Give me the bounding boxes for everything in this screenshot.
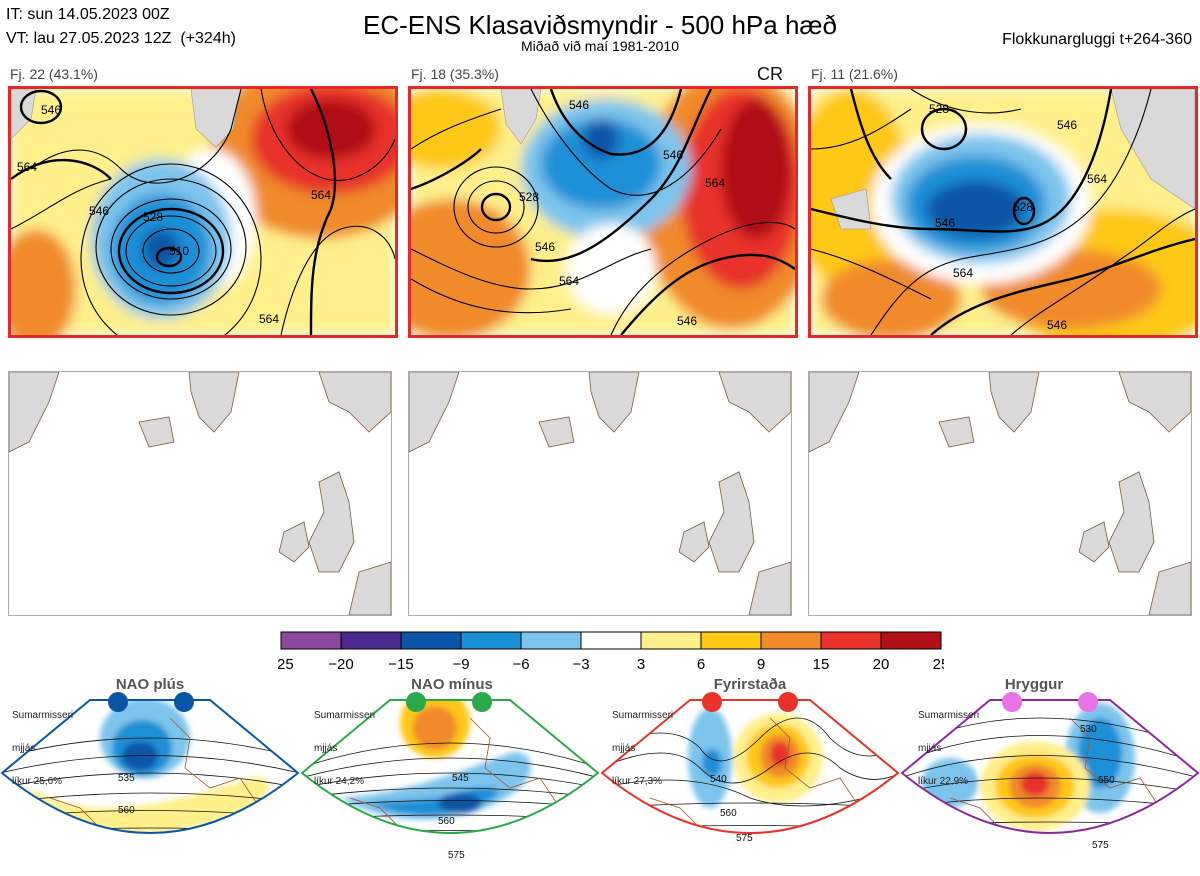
colorbar-segment [340, 631, 402, 650]
regime-contour-label: 560 [720, 808, 737, 819]
cluster-3-contour-label: 564 [953, 266, 973, 280]
cluster-2-label: Fj. 18 (35.3%) [411, 66, 499, 82]
regime-dot [108, 692, 128, 712]
colorbar-segment [820, 631, 882, 650]
cluster-2-contour-label: 546 [535, 240, 555, 254]
colorbar-segment [280, 631, 342, 650]
regime-info-nao-plus: Sumarmisseri mjjás líkur 25,6% [12, 710, 74, 787]
regime-name-nao-minus: NAO mínus [411, 676, 493, 693]
cluster-1-map: 546 564 528 510 546 564 564 [8, 86, 398, 338]
regime-contour-label: 560 [118, 805, 135, 816]
regime-contour-label: 535 [118, 773, 135, 784]
empty-map-2 [408, 371, 792, 616]
regime-dot [702, 692, 722, 712]
cluster-2-contour-label: 546 [569, 98, 589, 112]
regime-contour-label: 530 [1080, 724, 1097, 735]
colorbar-segment [580, 631, 642, 650]
colorbar-tick-label: 9 [757, 656, 765, 671]
regime-contour-label: 560 [438, 816, 455, 827]
regime-contour-label: 545 [452, 773, 469, 784]
cluster-3-contour-label: 564 [1087, 172, 1107, 186]
colorbar-tick-label: 25 [933, 656, 944, 671]
colorbar-tick-label: −3 [572, 656, 589, 671]
colorbar-tick-label: 15 [813, 656, 830, 671]
valid-time: VT: lau 27.05.2023 12Z (+324h) [6, 30, 236, 47]
regime-dot [778, 692, 798, 712]
cluster-1-contour-label: 546 [41, 103, 61, 117]
colorbar-tick-label: −25 [278, 656, 294, 671]
colorbar-tick-label: −20 [328, 656, 353, 671]
colorbar-segment [640, 631, 702, 650]
cluster-1-contour-label: 528 [143, 210, 163, 224]
regime-name-blocking: Fyrirstaða [713, 676, 787, 693]
empty-map-3 [808, 371, 1192, 616]
colorbar-segment [400, 631, 462, 650]
regime-dot [1002, 692, 1022, 712]
regime-contour-label: 575 [448, 850, 465, 861]
cluster-3-contour-label: 546 [1047, 318, 1067, 332]
classification-window: Flokkunargluggi t+264-360 [1002, 31, 1192, 48]
colorbar-segment [520, 631, 582, 650]
colorbar-segment [460, 631, 522, 650]
cluster-3-contour-label: 528 [929, 102, 949, 116]
cluster-3-label: Fj. 11 (21.6%) [811, 66, 898, 82]
regime-dot [1078, 692, 1098, 712]
colorbar-tick-label: 20 [873, 656, 890, 671]
cluster-2-contour-label: 546 [663, 148, 683, 162]
regime-info-ridge: Sumarmisseri mjjás líkur 22,9% [918, 710, 980, 787]
regime-contour-label: 550 [1098, 775, 1115, 786]
cluster-3-map: 528 546 564 528 546 564 546 [808, 86, 1198, 338]
cluster-3-contour-label: 528 [1013, 200, 1033, 214]
regime-info-nao-minus: Sumarmisseri mjjás líkur 24,2% [314, 710, 376, 787]
page-title: EC-ENS Klasaviðsmyndir - 500 hPa hæð [363, 10, 837, 40]
cluster-2-cr-tag: CR [757, 64, 783, 84]
cluster-3-contour-label: 546 [1057, 118, 1077, 132]
colorbar: −25 −20 −15 −9 −6 −3 3 6 9 15 20 25 [268, 631, 949, 673]
regime-dot [406, 692, 426, 712]
cluster-1-contour-label: 564 [311, 188, 331, 202]
colorbar-segment [880, 631, 942, 650]
cluster-1-contour-label: 546 [89, 204, 109, 218]
cluster-2-contour-label: 528 [519, 190, 539, 204]
empty-map-1 [8, 371, 392, 616]
cluster-3-contour-label: 546 [935, 216, 955, 230]
cluster-1-contour-label: 564 [259, 312, 279, 326]
regime-contour-label: 575 [736, 833, 753, 844]
regime-name-nao-plus: NAO plús [115, 676, 185, 693]
regime-info-blocking: Sumarmisseri mjjás líkur 27,3% [612, 710, 674, 787]
regime-dot [472, 692, 492, 712]
colorbar-segment [700, 631, 762, 650]
colorbar-tick-label: −6 [512, 656, 529, 671]
cluster-2-map: 546 528 546 564 546 564 546 [408, 86, 798, 338]
cluster-1-label: Fj. 22 (43.1%) [10, 66, 98, 82]
colorbar-segment [760, 631, 822, 650]
cluster-1-contour-label: 564 [17, 160, 37, 174]
regime-dot [174, 692, 194, 712]
colorbar-tick-label: 3 [637, 656, 645, 671]
regime-contour-label: 540 [710, 774, 727, 785]
page-subtitle: Miðað við maí 1981-2010 [521, 38, 679, 54]
initial-time: IT: sun 14.05.2023 00Z [6, 6, 170, 23]
cluster-2-contour-label: 564 [705, 176, 725, 190]
regime-name-ridge: Hryggur [1004, 676, 1064, 693]
regime-row: 535 560 [0, 678, 1200, 871]
regime-contour-label: 575 [1092, 840, 1109, 851]
cluster-1-contour-label: 510 [169, 244, 189, 258]
colorbar-tick-label: −15 [388, 656, 413, 671]
colorbar-tick-label: −9 [452, 656, 469, 671]
colorbar-tick-label: 6 [697, 656, 705, 671]
cluster-2-contour-label: 546 [677, 314, 697, 328]
cluster-2-contour-label: 564 [559, 274, 579, 288]
